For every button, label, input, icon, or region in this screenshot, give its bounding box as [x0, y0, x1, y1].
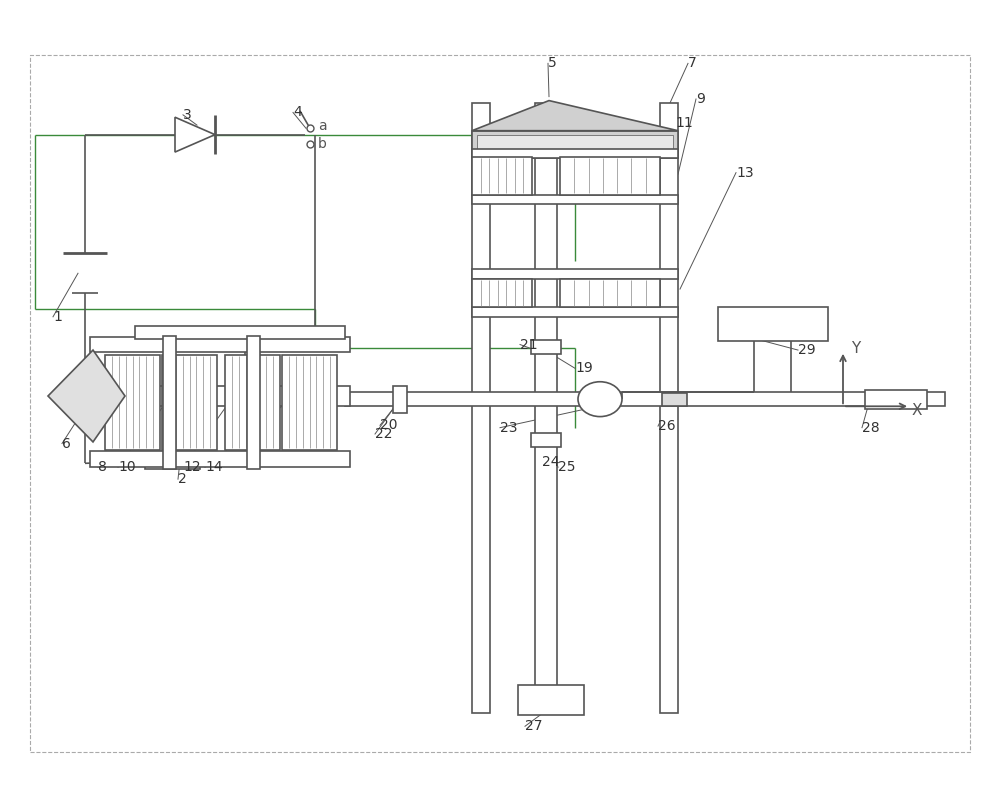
Bar: [145, 453, 200, 469]
Bar: [472, 195, 678, 204]
Bar: [477, 135, 673, 154]
Text: 28: 28: [862, 421, 880, 435]
Bar: [90, 451, 350, 467]
Bar: [282, 355, 337, 450]
Bar: [393, 386, 407, 413]
Text: b: b: [318, 137, 327, 151]
Text: 27: 27: [525, 719, 542, 733]
Text: 13: 13: [736, 166, 754, 180]
Bar: [531, 340, 561, 354]
Bar: [662, 393, 687, 406]
Text: 8: 8: [98, 460, 107, 474]
Polygon shape: [472, 101, 678, 131]
Text: 3: 3: [183, 108, 192, 122]
Text: X: X: [912, 403, 922, 417]
Bar: [345, 392, 945, 406]
Text: 4: 4: [293, 105, 302, 120]
Text: 10: 10: [118, 460, 136, 474]
Text: 24: 24: [542, 455, 560, 469]
Text: 6: 6: [62, 436, 71, 451]
Bar: [472, 307, 678, 317]
Bar: [472, 269, 678, 279]
Text: 21: 21: [520, 337, 538, 352]
Text: 20: 20: [380, 418, 398, 432]
Bar: [105, 355, 160, 450]
Text: 1: 1: [53, 310, 62, 324]
Bar: [135, 326, 345, 339]
Bar: [472, 157, 532, 195]
Text: 9: 9: [696, 92, 705, 106]
Text: 14: 14: [205, 460, 223, 474]
Text: 26: 26: [658, 419, 676, 433]
Bar: [30, 55, 970, 752]
Text: 5: 5: [548, 56, 557, 70]
Text: 23: 23: [500, 421, 518, 435]
Bar: [718, 307, 828, 341]
Text: 12: 12: [183, 460, 201, 474]
Text: 19: 19: [575, 361, 593, 375]
Text: 7: 7: [688, 56, 697, 70]
Polygon shape: [175, 117, 215, 152]
Text: 2: 2: [178, 472, 187, 486]
Bar: [865, 390, 927, 409]
Bar: [472, 279, 532, 307]
Bar: [472, 103, 490, 713]
Polygon shape: [48, 350, 125, 442]
Bar: [90, 337, 350, 352]
Bar: [531, 433, 561, 447]
Text: 22: 22: [375, 427, 392, 441]
Bar: [472, 131, 678, 158]
Text: 11: 11: [675, 116, 693, 130]
Bar: [225, 355, 280, 450]
Circle shape: [578, 382, 622, 417]
Bar: [560, 157, 660, 195]
Bar: [162, 355, 217, 450]
Bar: [535, 103, 557, 713]
Text: 25: 25: [558, 460, 576, 474]
Bar: [247, 336, 260, 469]
Text: 29: 29: [798, 343, 816, 357]
Bar: [163, 336, 176, 469]
Text: Y: Y: [851, 341, 860, 356]
Bar: [560, 279, 660, 307]
Bar: [472, 149, 678, 158]
Bar: [518, 685, 584, 715]
Bar: [660, 103, 678, 713]
Bar: [90, 386, 350, 406]
Text: a: a: [318, 119, 327, 133]
